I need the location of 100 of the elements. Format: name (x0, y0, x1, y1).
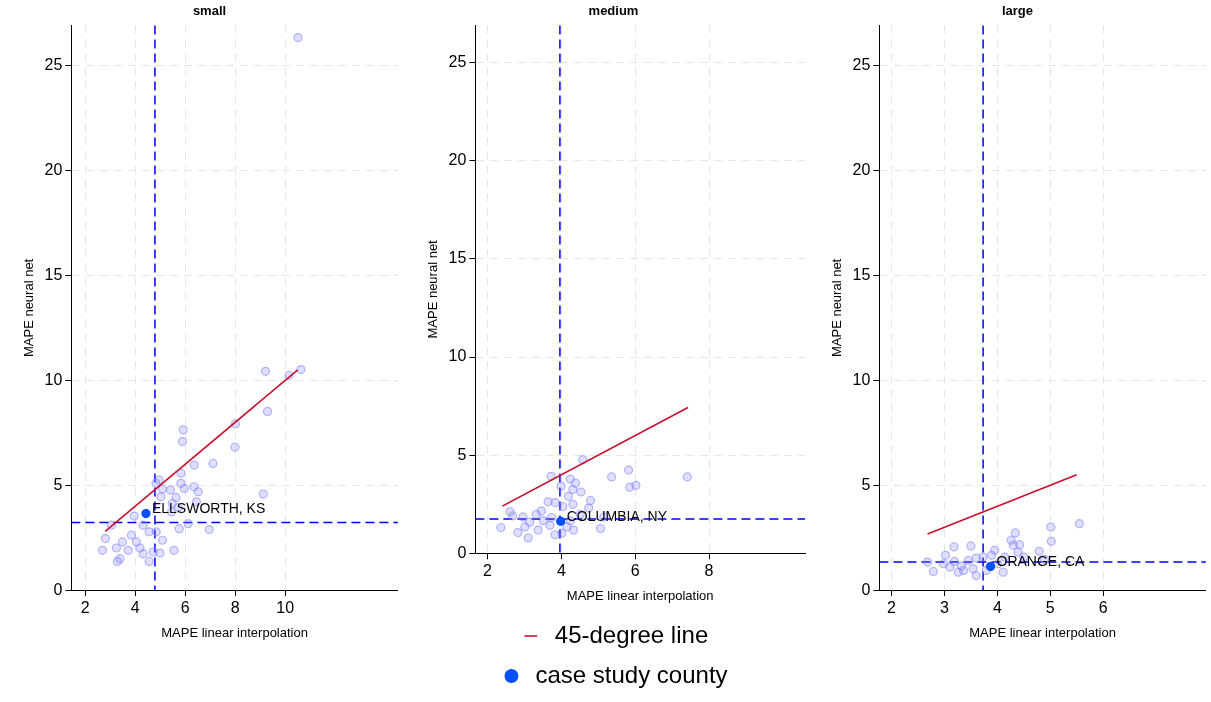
point (949, 556, 960, 567)
x-axis-title: MAPE linear interpolation (969, 624, 1116, 640)
point (100, 533, 111, 544)
point (949, 542, 959, 552)
point (998, 567, 1008, 577)
x-tick-label: 6 (180, 599, 190, 617)
x-tick-label: 6 (1098, 599, 1108, 617)
point (550, 498, 560, 508)
point (986, 550, 997, 560)
point (556, 516, 566, 526)
point (1013, 547, 1023, 557)
legend-label: 45-degree line (554, 620, 709, 648)
point (144, 556, 154, 567)
y-tick-label: 20 (852, 160, 871, 178)
point (179, 483, 189, 493)
point (1034, 546, 1044, 556)
point (956, 561, 966, 571)
x-tick-label: 2 (80, 599, 90, 617)
point (156, 492, 166, 502)
chart-title: large (1001, 3, 1034, 19)
point (508, 511, 518, 521)
x-tick-label: 8 (230, 599, 240, 617)
y-axis-title: MAPE neural net (21, 258, 37, 358)
y-tick-label: 5 (457, 445, 467, 463)
y-tick-label: 5 (53, 475, 63, 493)
x-tick-label: 4 (556, 562, 566, 580)
point (563, 491, 574, 501)
y-tick-label: 0 (457, 543, 467, 561)
point (123, 545, 133, 555)
point (193, 487, 203, 497)
x-tick-label: 2 (887, 599, 897, 617)
y-tick-label: 5 (861, 475, 871, 493)
point (568, 484, 578, 495)
y-axis-title: MAPE neural net (425, 239, 441, 339)
y-tick-label: 20 (448, 151, 467, 169)
point (169, 545, 179, 555)
point (135, 543, 145, 553)
point (1074, 519, 1084, 529)
point (230, 442, 240, 452)
point (1014, 540, 1025, 550)
point (938, 559, 949, 569)
point (183, 519, 193, 529)
point (111, 543, 122, 553)
chart-title: small (192, 3, 227, 19)
point (165, 485, 176, 495)
point (546, 512, 557, 523)
point (262, 406, 273, 416)
point (985, 561, 996, 572)
y-tick-label: 15 (448, 249, 467, 267)
point (928, 566, 938, 577)
point (518, 512, 528, 522)
point (151, 527, 161, 537)
point (178, 425, 188, 435)
point (260, 366, 271, 376)
point (568, 525, 579, 535)
point (176, 468, 186, 478)
point (576, 487, 586, 497)
y-tick-label: 15 (44, 265, 63, 283)
y-tick-label: 0 (861, 580, 871, 598)
point (204, 524, 214, 535)
point (557, 528, 567, 538)
point (631, 480, 641, 490)
point (117, 537, 128, 547)
point (533, 525, 543, 535)
y-tick-label: 10 (852, 370, 871, 388)
point (682, 472, 692, 482)
point (978, 552, 988, 562)
y-tick-label: 0 (53, 580, 63, 598)
x-tick-label: 4 (130, 599, 140, 617)
point (177, 437, 188, 447)
annotation: ELLSWORTH, KS (151, 500, 266, 517)
chart-title: medium (588, 3, 639, 19)
x-axis-title: MAPE linear interpolation (566, 587, 714, 603)
x-tick-label: 4 (992, 599, 1002, 617)
point (174, 524, 184, 534)
y-tick-label: 20 (44, 160, 63, 178)
point (531, 509, 541, 519)
point (595, 523, 606, 534)
point (157, 535, 168, 545)
legend-label: case study county (535, 660, 728, 688)
point (148, 547, 158, 557)
point (968, 564, 978, 574)
point (963, 555, 973, 565)
x-tick-label: 5 (1045, 599, 1055, 617)
y-tick-label: 25 (448, 53, 467, 71)
point (523, 533, 533, 543)
x-tick-label: 8 (704, 562, 714, 580)
point (293, 32, 303, 43)
y-axis-title: MAPE neural net (829, 258, 845, 358)
point (138, 520, 148, 530)
x-tick-label: 10 (276, 599, 295, 617)
point (126, 530, 137, 540)
x-tick-label: 6 (630, 562, 640, 580)
point (1046, 536, 1056, 546)
point (141, 508, 151, 519)
point (558, 501, 568, 512)
point (922, 557, 933, 567)
point (520, 522, 530, 532)
point (208, 458, 218, 469)
point (513, 528, 523, 538)
